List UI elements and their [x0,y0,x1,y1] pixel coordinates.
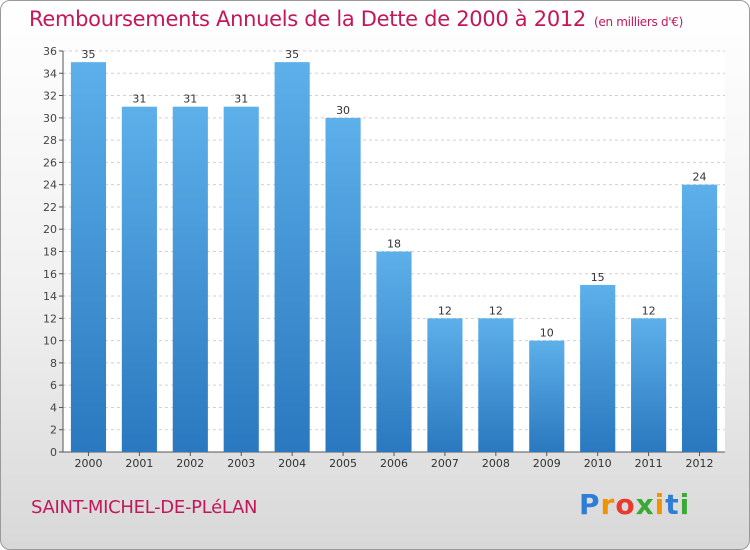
data-label-2001: 31 [132,93,146,106]
y-tick-label: 20 [43,223,57,236]
logo-letter: x [635,488,655,521]
bar-2003 [223,106,259,452]
x-tick-label-2010: 2010 [584,457,612,470]
x-tick-label-2009: 2009 [533,457,561,470]
bar-2012 [681,184,718,452]
y-tick-label: 16 [43,268,57,281]
bar-2010 [580,284,616,452]
bar-2008 [478,318,514,452]
logo-letter: i [654,488,666,521]
bar-2006 [376,251,412,452]
data-label-2012: 24 [693,171,707,184]
bar-2005 [325,117,361,452]
x-tick-label-2003: 2003 [227,457,255,470]
x-tick-label-2012: 2012 [686,457,714,470]
chart-title: Remboursements Annuels de la Dette de 20… [29,7,683,31]
chart-subtitle: (en milliers d'€) [594,15,684,29]
data-label-2000: 35 [81,48,95,61]
y-tick-label: 34 [43,67,57,80]
y-tick-label: 10 [43,335,57,348]
data-label-2005: 30 [336,104,350,117]
y-tick-label: 6 [50,379,57,392]
logo-letter: r [600,488,616,521]
data-label-2007: 12 [438,304,452,317]
x-tick-label-2002: 2002 [176,457,204,470]
logo-letter: P [579,488,601,521]
x-tick-label-2005: 2005 [329,457,357,470]
bar-2009 [529,340,565,452]
data-label-2011: 12 [642,304,656,317]
data-label-2004: 35 [285,48,299,61]
y-tick-label: 0 [50,446,57,459]
data-label-2003: 31 [234,93,248,106]
y-tick-label: 2 [50,424,57,437]
y-tick-label: 12 [43,312,57,325]
y-tick-label: 4 [50,401,57,414]
data-label-2006: 18 [387,238,401,251]
bar-2000 [70,62,107,453]
y-tick-label: 36 [43,45,57,58]
x-tick-label-2007: 2007 [431,457,459,470]
logo-letter: i [679,488,691,521]
y-tick-label: 32 [43,90,57,103]
data-label-2002: 31 [183,93,197,106]
city-name: SAINT-MICHEL-DE-PLéLAN [31,497,258,518]
logo-letter: t [665,488,680,521]
data-label-2010: 15 [591,271,605,284]
proxiti-logo[interactable]: Proxiti [579,488,690,521]
y-tick-label: 18 [43,246,57,259]
bar-2011 [631,318,667,452]
bar-2004 [274,62,310,453]
y-tick-label: 22 [43,201,57,214]
y-tick-label: 8 [50,357,57,370]
bar-2001 [121,106,157,452]
y-tick-label: 14 [43,290,57,303]
x-tick-label-2011: 2011 [635,457,663,470]
x-tick-label-2004: 2004 [278,457,306,470]
y-tick-label: 30 [43,112,57,125]
logo-letter: o [615,488,636,521]
y-tick-label: 28 [43,134,57,147]
y-tick-label: 24 [43,179,57,192]
y-tick-label: 26 [43,156,57,169]
x-tick-label-2006: 2006 [380,457,408,470]
x-tick-label-2000: 2000 [74,457,102,470]
x-tick-label-2008: 2008 [482,457,510,470]
data-label-2009: 10 [540,327,554,340]
bar-2007 [427,318,463,452]
chart-title-text: Remboursements Annuels de la Dette de 20… [29,7,586,31]
bar-2002 [172,106,208,452]
x-tick-label-2001: 2001 [125,457,153,470]
data-label-2008: 12 [489,304,503,317]
